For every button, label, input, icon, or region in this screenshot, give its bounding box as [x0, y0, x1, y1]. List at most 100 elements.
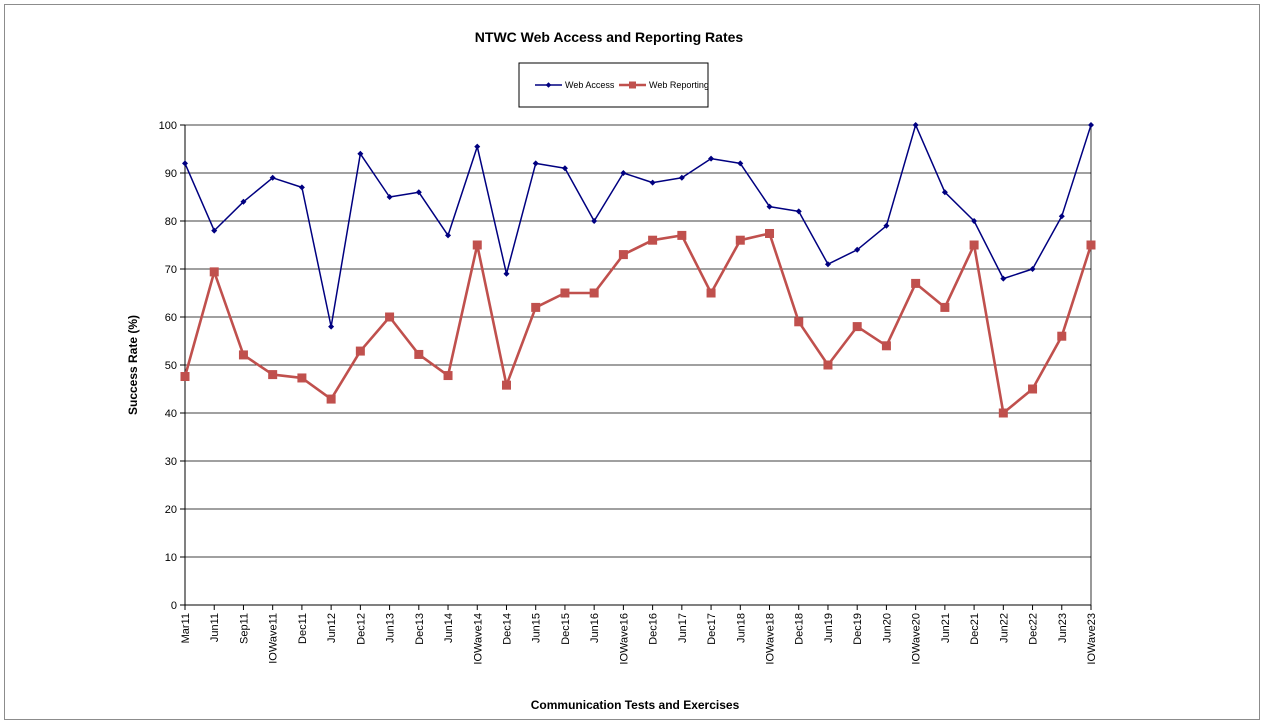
- data-point-web-reporting: [823, 360, 833, 370]
- data-point-web-access: [474, 143, 481, 150]
- y-tick-label: 30: [165, 456, 177, 468]
- y-tick-label: 0: [171, 600, 177, 612]
- data-point-web-reporting: [1057, 331, 1067, 341]
- data-point-web-access: [211, 227, 218, 234]
- data-point-web-access: [503, 270, 510, 277]
- x-tick-label: Dec11: [297, 613, 309, 644]
- data-point-web-access: [591, 218, 598, 224]
- x-tick-label: Dec17: [706, 613, 718, 645]
- legend: Web Access Web Reporting: [518, 62, 709, 108]
- series-line-web-reporting: [183, 232, 1093, 415]
- data-point-web-access: [649, 179, 656, 186]
- x-tick-label: Dec19: [852, 613, 864, 645]
- data-point-web-reporting: [969, 240, 979, 250]
- data-point-web-reporting: [589, 288, 599, 298]
- y-tick-label: 10: [165, 552, 177, 564]
- y-tick-label: 20: [165, 504, 177, 516]
- data-point-web-reporting: [618, 250, 628, 260]
- data-point-web-reporting: [706, 288, 716, 298]
- data-point-web-reporting: [911, 278, 921, 288]
- x-tick-label: Dec12: [355, 613, 367, 645]
- data-point-web-access: [561, 165, 568, 172]
- x-tick-label: Jun21: [940, 613, 952, 643]
- gridlines: [185, 124, 1091, 606]
- legend-label-web-reporting: Web Reporting: [649, 80, 709, 90]
- data-point-web-access: [795, 208, 802, 215]
- y-tick-label: 80: [165, 216, 177, 228]
- x-tick-label: Dec15: [560, 613, 572, 645]
- data-point-web-reporting: [472, 240, 482, 250]
- data-point-web-access: [1029, 266, 1036, 272]
- data-point-web-access: [269, 174, 276, 181]
- x-tick-label: Jun11: [209, 613, 221, 642]
- series-line-web-access: [184, 124, 1092, 328]
- x-tick-label: Dec21: [969, 613, 981, 645]
- legend-marker-web-access: [545, 82, 552, 88]
- data-point-web-reporting: [180, 372, 190, 382]
- data-point-web-reporting: [326, 394, 336, 404]
- x-tick-label: IOWave20: [911, 613, 923, 665]
- x-tick-label: IOWave11: [268, 613, 280, 664]
- data-point-web-reporting: [238, 350, 248, 360]
- data-point-web-reporting: [560, 288, 570, 298]
- data-point-web-reporting: [677, 230, 687, 240]
- data-point-web-access: [1000, 275, 1007, 282]
- data-point-web-access: [941, 189, 948, 196]
- data-point-web-reporting: [209, 267, 219, 277]
- data-point-web-reporting: [385, 312, 395, 322]
- data-point-web-access: [532, 160, 539, 167]
- x-tick-label: Jun16: [589, 613, 601, 643]
- data-point-web-reporting: [414, 349, 424, 359]
- x-tick-label: Jun13: [385, 613, 397, 643]
- data-point-web-access: [240, 198, 247, 205]
- x-tick-label: Jun22: [998, 613, 1010, 643]
- x-tick-label: Jun15: [531, 613, 543, 643]
- data-point-web-reporting: [355, 346, 365, 356]
- data-point-web-access: [328, 323, 335, 330]
- data-point-web-reporting: [940, 302, 950, 312]
- data-point-web-access: [737, 160, 744, 167]
- x-tick-label: Jun18: [735, 613, 747, 643]
- y-tick-label: 40: [165, 408, 177, 420]
- y-tick-label: 60: [165, 312, 177, 324]
- x-tick-label: IOWave16: [618, 613, 630, 665]
- x-tick-label: Jun14: [443, 613, 455, 643]
- x-tick-label: Jun23: [1057, 613, 1069, 643]
- chart-svg: NTWC Web Access and Reporting Rates Web …: [126, 29, 1098, 712]
- data-point-web-access: [182, 160, 188, 167]
- data-point-web-reporting: [648, 235, 658, 245]
- x-tick-label: IOWave23: [1086, 613, 1098, 665]
- data-point-web-access: [766, 203, 773, 210]
- legend-label-web-access: Web Access: [565, 80, 615, 90]
- data-point-web-access: [854, 246, 861, 253]
- data-point-web-reporting: [1086, 240, 1096, 250]
- data-point-web-reporting: [268, 370, 278, 380]
- y-axis-title: Success Rate (%): [126, 315, 140, 415]
- y-tick-label: 90: [165, 168, 177, 180]
- data-point-web-reporting: [735, 235, 745, 245]
- data-point-web-reporting: [443, 371, 453, 381]
- x-tick-label: Jun19: [823, 613, 835, 643]
- data-point-web-access: [1058, 213, 1065, 220]
- x-tick-label: Dec18: [794, 613, 806, 645]
- x-tick-label: Dec13: [414, 613, 426, 645]
- data-point-web-access: [678, 174, 685, 181]
- data-point-web-reporting: [765, 228, 775, 238]
- data-point-web-reporting: [881, 341, 891, 351]
- plot-series: [180, 122, 1096, 418]
- y-tick-label: 70: [165, 264, 177, 276]
- legend-marker-web-reporting: [629, 81, 636, 89]
- data-point-web-access: [386, 194, 393, 200]
- data-point-web-access: [912, 122, 919, 128]
- data-point-web-access: [824, 261, 831, 268]
- data-point-web-reporting: [794, 317, 804, 327]
- x-tick-label: Dec22: [1028, 613, 1040, 645]
- data-point-web-access: [298, 184, 305, 191]
- data-point-web-access: [445, 232, 452, 239]
- y-axis: 0 10 20 30 40 50 60 70 80 90 100: [159, 120, 1092, 612]
- data-point-web-reporting: [531, 302, 541, 312]
- x-tick-label: Jun17: [677, 613, 689, 643]
- x-tick-label: Dec16: [648, 613, 660, 645]
- data-point-web-reporting: [501, 380, 511, 390]
- data-point-web-reporting: [852, 322, 862, 332]
